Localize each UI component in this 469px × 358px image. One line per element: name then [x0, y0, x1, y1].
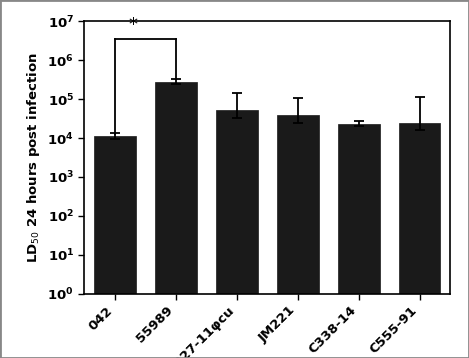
Bar — [216, 110, 257, 358]
Bar — [155, 82, 197, 358]
Y-axis label: LD$_{50}$ 24 hours post infection: LD$_{50}$ 24 hours post infection — [25, 52, 42, 263]
Bar — [338, 124, 379, 358]
Bar — [94, 136, 136, 358]
Bar — [277, 115, 318, 358]
Bar — [399, 123, 440, 358]
Text: *: * — [129, 16, 138, 34]
